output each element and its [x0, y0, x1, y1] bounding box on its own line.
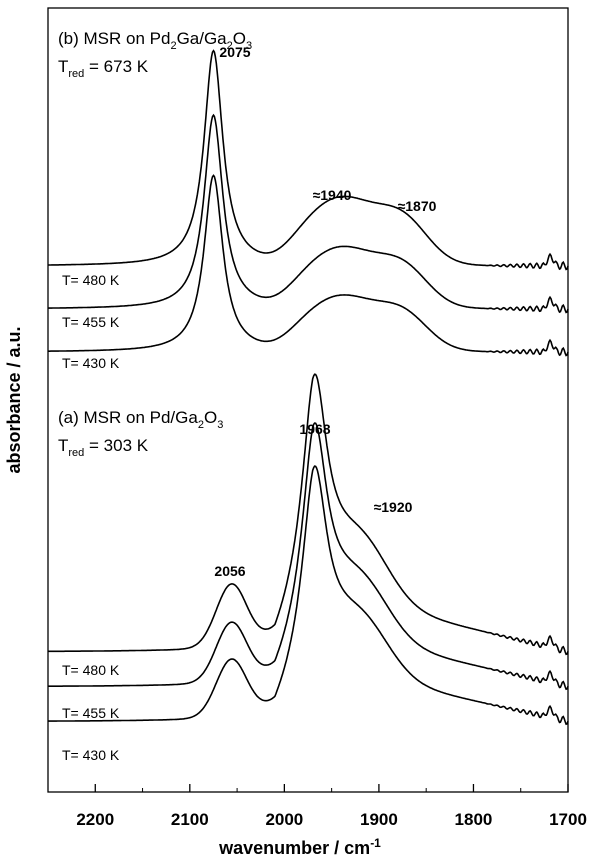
spectrum-a-480k	[48, 373, 569, 656]
temp-label-b-455: T= 455 K	[62, 314, 120, 330]
panel-b-tred: Tred = 673 K	[58, 57, 149, 80]
x-tick-label-2200: 2200	[76, 810, 114, 829]
peak-label-1920: ≈1920	[374, 499, 413, 515]
spectrum-b-480k	[48, 49, 569, 271]
spectrum-b-455k	[48, 113, 569, 314]
peak-label-1940: ≈1940	[313, 187, 352, 203]
spectrum-b-430k	[48, 174, 569, 357]
x-tick-label-1900: 1900	[360, 810, 398, 829]
temp-label-b-480: T= 480 K	[62, 272, 120, 288]
x-tick-label-1700: 1700	[549, 810, 587, 829]
peak-label-2075: 2075	[219, 44, 250, 60]
spectrum-a-455k	[48, 422, 569, 691]
peak-label-1968: 1968	[299, 421, 330, 437]
spectra-group	[48, 49, 569, 726]
spectrum-a-430k	[48, 465, 569, 726]
x-axis-title: wavenumber / cm-1	[218, 836, 381, 858]
x-ticks: 2200 2100 2000 1900 1800 1700	[76, 784, 587, 829]
x-tick-label-1800: 1800	[455, 810, 493, 829]
peak-label-1870: ≈1870	[398, 198, 437, 214]
temp-label-b-430: T= 430 K	[62, 355, 120, 371]
panel-a-title: (a) MSR on Pd/Ga2O3	[58, 408, 223, 431]
x-tick-label-2100: 2100	[171, 810, 209, 829]
temp-label-a-455: T= 455 K	[62, 705, 120, 721]
panel-b-title: (b) MSR on Pd2Ga/Ga2O3	[58, 29, 252, 52]
y-axis-title: absorbance / a.u.	[4, 326, 24, 473]
panel-a-tred: Tred = 303 K	[58, 436, 149, 459]
x-tick-label-2000: 2000	[265, 810, 303, 829]
peak-label-2056: 2056	[214, 563, 245, 579]
temp-label-a-480: T= 480 K	[62, 662, 120, 678]
plot-frame	[47, 7, 569, 793]
temp-label-a-430: T= 430 K	[62, 747, 120, 763]
